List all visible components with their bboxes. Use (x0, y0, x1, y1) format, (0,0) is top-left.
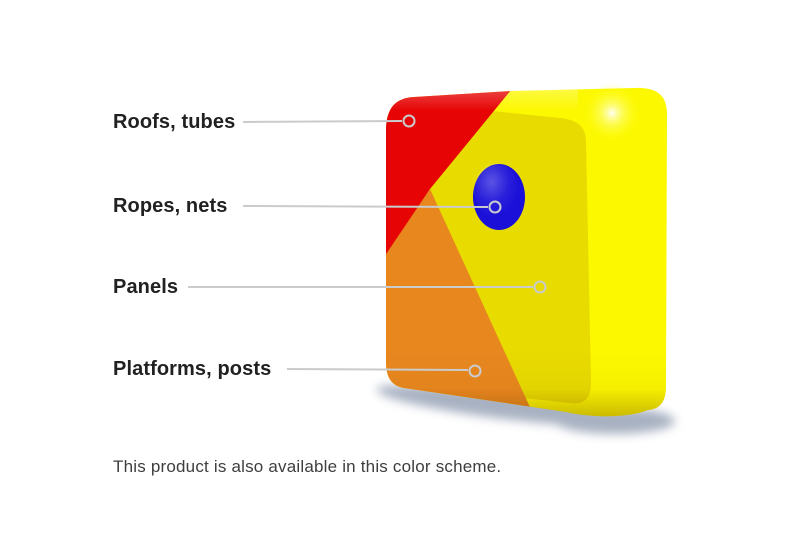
label-ropes-nets: Ropes, nets (113, 195, 228, 217)
label-panels: Panels (113, 276, 179, 298)
region-roofs-tubes (386, 87, 516, 268)
top-edge-highlight (386, 87, 578, 111)
label-roofs-tubes: Roofs, tubes (113, 111, 236, 133)
leader-line-platforms-posts (286, 368, 469, 371)
marker-ropes-nets (488, 200, 502, 214)
blue-circle-shine (474, 163, 518, 217)
marker-roofs-tubes (402, 114, 416, 128)
specular-highlight (582, 83, 642, 143)
cube-shadow (375, 385, 675, 434)
caption-text: This product is also available in this c… (113, 457, 502, 476)
marker-platforms-posts (468, 364, 482, 378)
leader-line-roofs-tubes (242, 120, 403, 123)
marker-panels (533, 280, 547, 294)
label-platforms-posts: Platforms, posts (113, 358, 272, 380)
shadow-blob-core (375, 385, 535, 411)
leader-line-ropes-nets (242, 205, 489, 208)
